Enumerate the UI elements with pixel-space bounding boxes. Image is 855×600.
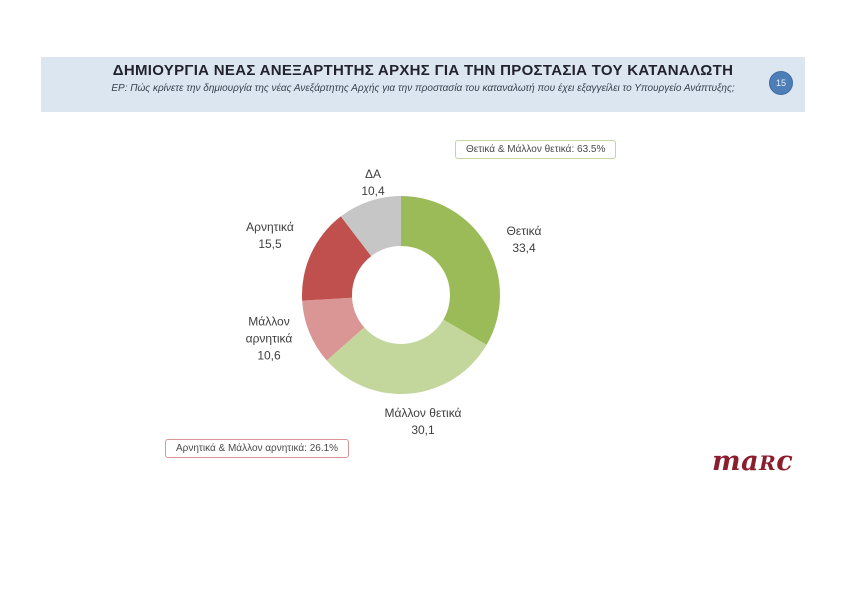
donut-slice-3: [302, 297, 365, 361]
pie-label-thetika: Θετικά 33,4: [507, 223, 542, 257]
pie-label-name: Μάλλον θετικά: [384, 406, 462, 420]
donut-chart: [301, 195, 501, 395]
callout-negative-total: Αρνητικά & Μάλλον αρνητικά: 26.1%: [165, 439, 350, 458]
pie-label-value: 10,6: [257, 348, 281, 363]
pie-label-arnitika: Αρνητικά 15,5: [246, 219, 294, 253]
pie-label-value: 33,4: [512, 241, 536, 255]
page-number-badge: 15: [769, 71, 793, 95]
donut-slice-1: [401, 196, 501, 345]
marc-logo-part: r: [759, 451, 777, 475]
donut-slice-5: [340, 196, 401, 257]
pie-label-value: 10,4: [361, 184, 385, 198]
survey-question: ΕΡ: Πώς κρίνετε την δημιουργία της νέας …: [111, 83, 735, 94]
marc-logo-part: ma: [712, 446, 760, 477]
pie-label-value: 15,5: [258, 237, 282, 251]
callout-positive-total: Θετικά & Μάλλον θετικά: 63.5%: [455, 140, 617, 159]
pie-label-name: ΔΑ: [364, 167, 382, 181]
donut-slice-4: [302, 216, 372, 301]
donut-slice-2: [326, 319, 487, 395]
pie-label-value: 30,1: [411, 423, 435, 437]
pie-label-mallon-thetika: Μάλλον θετικά 30,1: [385, 405, 462, 439]
marc-logo: marc: [712, 446, 793, 477]
pie-label-da: ΔΑ 10,4: [361, 166, 384, 200]
donut-chart-svg: [302, 196, 501, 395]
pie-label-name: Αρνητικά: [246, 220, 294, 234]
pie-label-mallon-arnitika: Μάλλον αρνητικά 10,6: [229, 314, 309, 365]
marc-logo-part: c: [776, 446, 794, 477]
page-title: ΔΗΜΙΟΥΡΓΙΑ ΝΕΑΣ ΑΝΕΞΑΡΤΗΤΗΣ ΑΡΧΗΣ ΓΙΑ ΤΗ…: [112, 62, 734, 79]
pie-label-name: Μάλλον αρνητικά: [245, 314, 293, 346]
header-band: ΔΗΜΙΟΥΡΓΙΑ ΝΕΑΣ ΑΝΕΞΑΡΤΗΤΗΣ ΑΡΧΗΣ ΓΙΑ ΤΗ…: [41, 57, 805, 112]
pie-label-name: Θετικά: [506, 224, 542, 238]
